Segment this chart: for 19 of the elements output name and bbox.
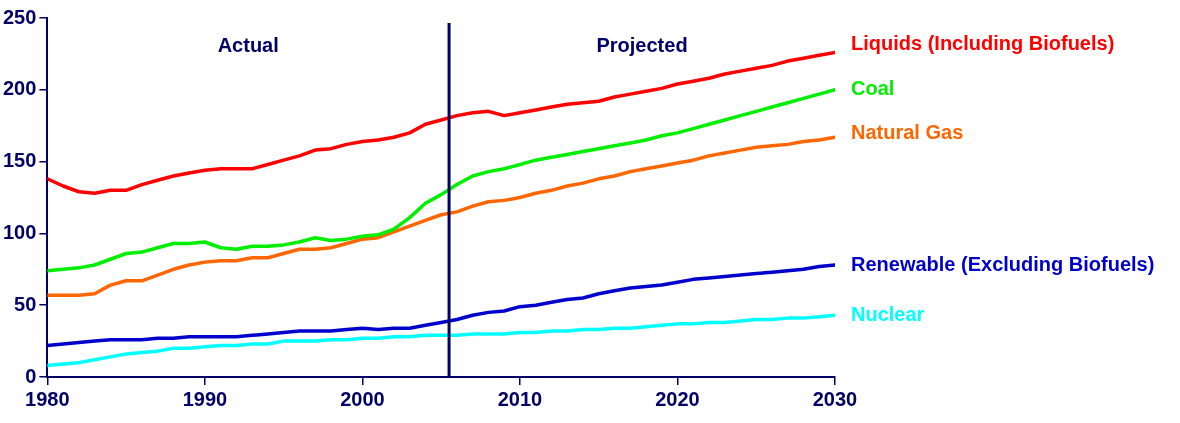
y-tick-label: 200 (2, 77, 37, 100)
y-tick-label: 250 (2, 5, 37, 28)
annotation: Projected (596, 33, 688, 56)
x-tick-label: 2020 (655, 387, 700, 410)
y-tick-label: 100 (2, 220, 37, 243)
x-tick-label: 1990 (182, 387, 228, 410)
y-tick-label: 0 (25, 364, 37, 387)
series-label: Renewable (Excluding Biofuels) (851, 252, 1155, 275)
x-tick-label: 2000 (340, 387, 385, 410)
series-label: Liquids (Including Biofuels) (851, 31, 1115, 54)
annotation: Actual (217, 33, 279, 56)
y-tick-label: 150 (2, 149, 37, 172)
x-tick-label: 1980 (25, 387, 70, 410)
series-label: Coal (851, 77, 895, 100)
y-tick-label: 50 (14, 292, 37, 315)
x-tick-label: 2010 (497, 387, 543, 410)
series-label: Nuclear (851, 302, 925, 325)
series-label: Natural Gas (851, 120, 964, 143)
x-tick-label: 2030 (812, 387, 858, 410)
